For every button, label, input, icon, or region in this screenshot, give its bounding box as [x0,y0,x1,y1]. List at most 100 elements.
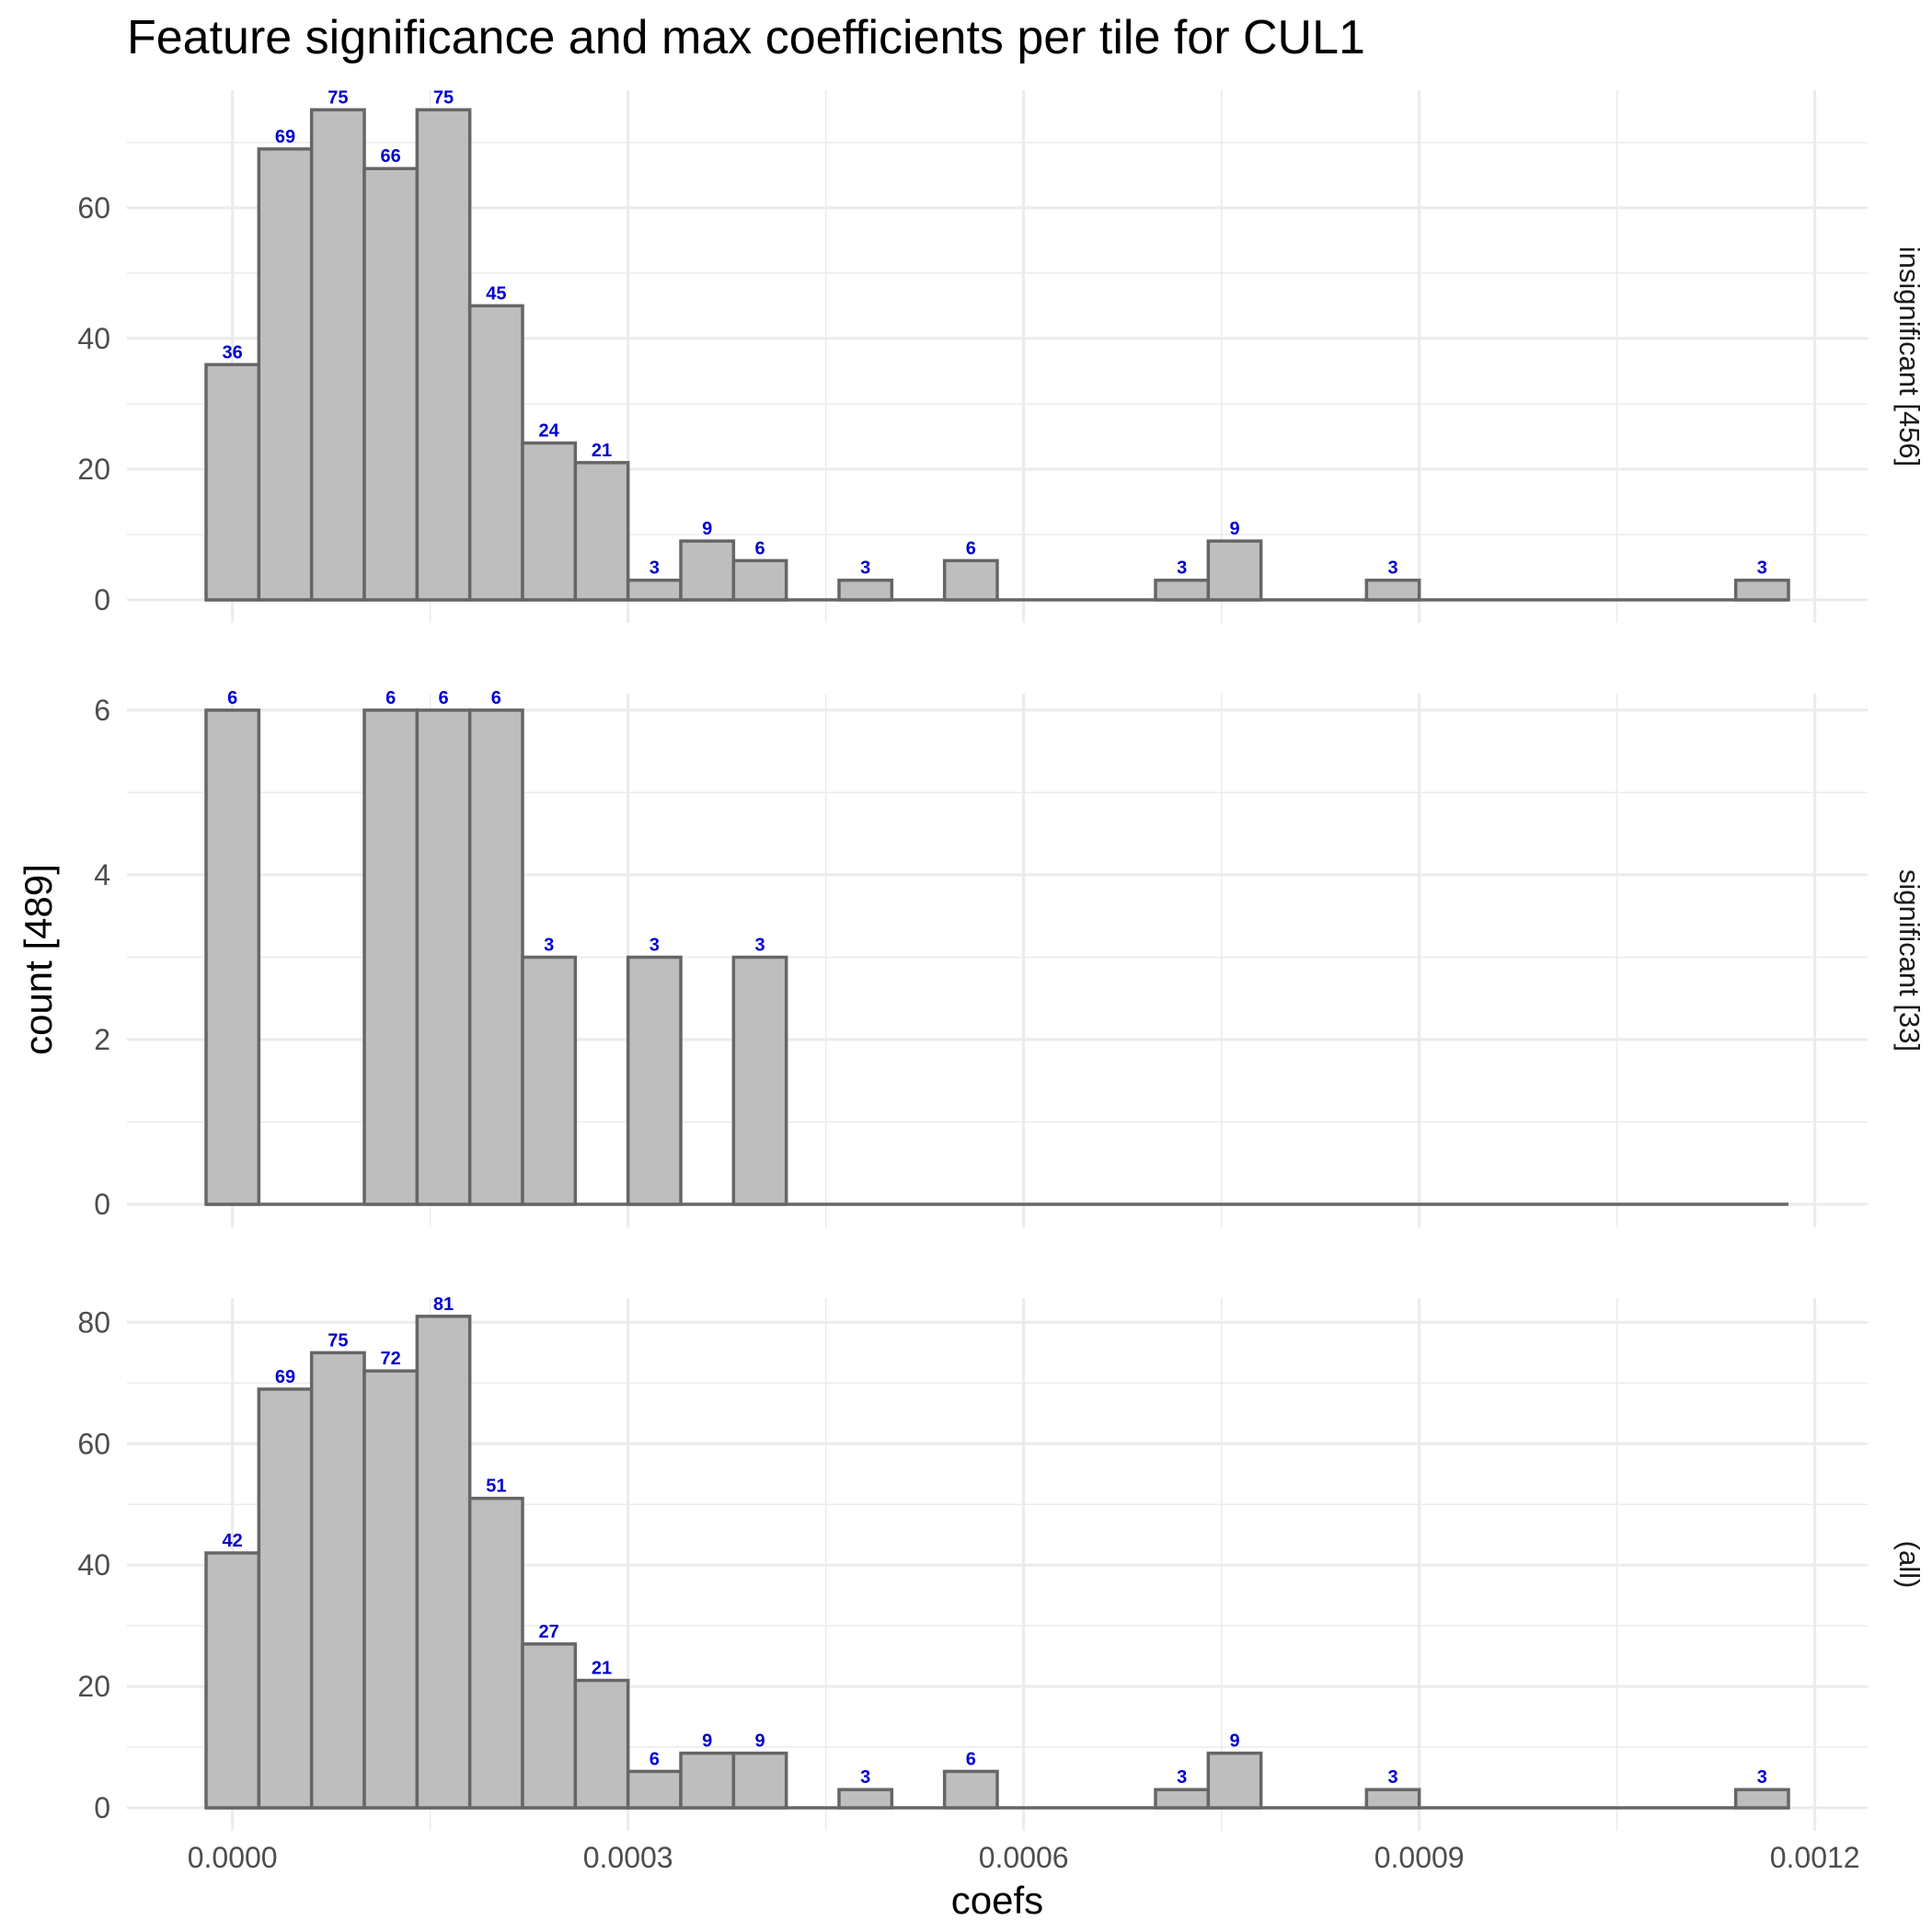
histogram-bar [731,558,788,602]
bar-count-label: 6 [650,1749,660,1769]
bar-count-label: 72 [381,1349,401,1369]
histogram-bar [1154,578,1211,602]
bar-count-label: 69 [275,1367,295,1387]
bar-count-label: 75 [433,87,454,108]
bar-count-label: 3 [1177,1767,1187,1788]
x-tick-label: 0.0000 [188,1841,278,1874]
facet-panel-2: 0 2 4 6 6 6 6 6 3 3 3 significant [33] [94,688,1926,1227]
histogram-bar [626,578,683,602]
histogram-bar [837,1788,894,1810]
histogram-bar [1733,1788,1790,1810]
bar-count-label: 9 [1229,519,1239,539]
facet-strip-label: (all) [1893,1541,1926,1589]
x-tick-label: 0.0003 [583,1841,673,1874]
bar-count-label: 9 [1229,1731,1239,1752]
y-tick-label: 0 [94,583,110,616]
bar-count-label: 21 [592,1659,612,1679]
bar-count-label: 3 [860,1767,870,1788]
y-tick-label: 0 [94,1188,110,1221]
bar-count-label: 6 [385,688,396,708]
histogram-bar [362,1369,420,1810]
x-axis-title: coefs [951,1879,1043,1922]
bar-count-label: 3 [1757,1767,1767,1788]
bar-count-label: 66 [381,146,401,167]
y-tick-label: 6 [94,694,110,727]
y-tick-label: 20 [77,1670,110,1703]
bar-count-label: 6 [754,538,765,558]
histogram-bar [415,1315,472,1810]
bar-count-label: 51 [486,1477,506,1497]
facet-strip-label: insignificant [456] [1893,247,1926,467]
histogram-bar [1206,539,1263,602]
bar-count-label: 3 [1387,558,1397,579]
bar-count-label: 6 [491,688,501,708]
y-tick-label: 40 [77,1548,110,1581]
histogram-bar [521,1642,578,1810]
histogram-bar [362,708,420,1206]
histogram-bar [1206,1751,1263,1810]
y-tick-label: 20 [77,453,110,486]
histogram-bar [626,955,683,1206]
bar-count-label: 6 [438,688,448,708]
histogram-bar [415,108,472,602]
histogram-bar [573,461,630,602]
histogram-bar [467,1496,524,1810]
bar-count-label: 69 [275,127,295,147]
bar-count-label: 3 [1387,1767,1397,1788]
y-tick-label: 2 [94,1023,110,1056]
histogram-bar [467,304,524,602]
bar-count-label: 6 [966,538,976,558]
histogram-bar [731,1751,788,1810]
y-tick-label: 60 [77,1427,110,1460]
y-tick-label: 40 [77,322,110,355]
bar-count-label: 42 [223,1531,243,1551]
bar-count-label: 21 [592,441,612,461]
bar-count-label: 75 [328,1330,348,1351]
bar-count-label: 3 [1177,558,1187,579]
histogram-bar [415,708,472,1206]
histogram-bar [731,955,788,1206]
bar-count-label: 45 [486,283,506,304]
histogram-bar [257,147,314,602]
histogram-bar [521,441,578,602]
bar-count-label: 36 [223,342,243,362]
bar-count-label: 3 [1757,558,1767,579]
bar-count-label: 9 [702,1731,712,1752]
bar-count-label: 3 [650,558,660,579]
histogram-bar [467,708,524,1206]
histogram-bar [521,955,578,1206]
histogram-bar [1154,1788,1211,1810]
histogram-bar [573,1678,630,1810]
x-tick-label: 0.0009 [1374,1841,1465,1874]
histogram-bar [257,1387,314,1810]
facet-strip-label: significant [33] [1893,869,1926,1052]
bar-count-label: 27 [539,1622,559,1642]
histogram-bar [1364,578,1421,602]
y-tick-label: 0 [94,1791,110,1824]
histogram-bar [204,708,261,1206]
histogram-bar [837,578,894,602]
bar-count-label: 3 [650,935,660,955]
y-axis-title: count [489] [17,864,60,1055]
bar-count-label: 3 [754,935,765,955]
bar-count-label: 3 [860,558,870,579]
x-tick-label: 0.0006 [979,1841,1069,1874]
y-tick-label: 4 [94,858,110,891]
bar-count-label: 24 [539,421,560,442]
y-tick-label: 60 [77,191,110,224]
histogram-bar [1733,578,1790,602]
bar-count-label: 3 [544,935,554,955]
histogram-bar [1364,1788,1421,1810]
bar-count-label: 81 [433,1294,454,1315]
histogram-bar [362,167,420,602]
bar-count-label: 75 [328,87,348,108]
histogram-bar [942,558,999,602]
histogram-bar [679,1751,736,1810]
bar-count-label: 9 [702,519,712,539]
histogram-bar [679,539,736,602]
